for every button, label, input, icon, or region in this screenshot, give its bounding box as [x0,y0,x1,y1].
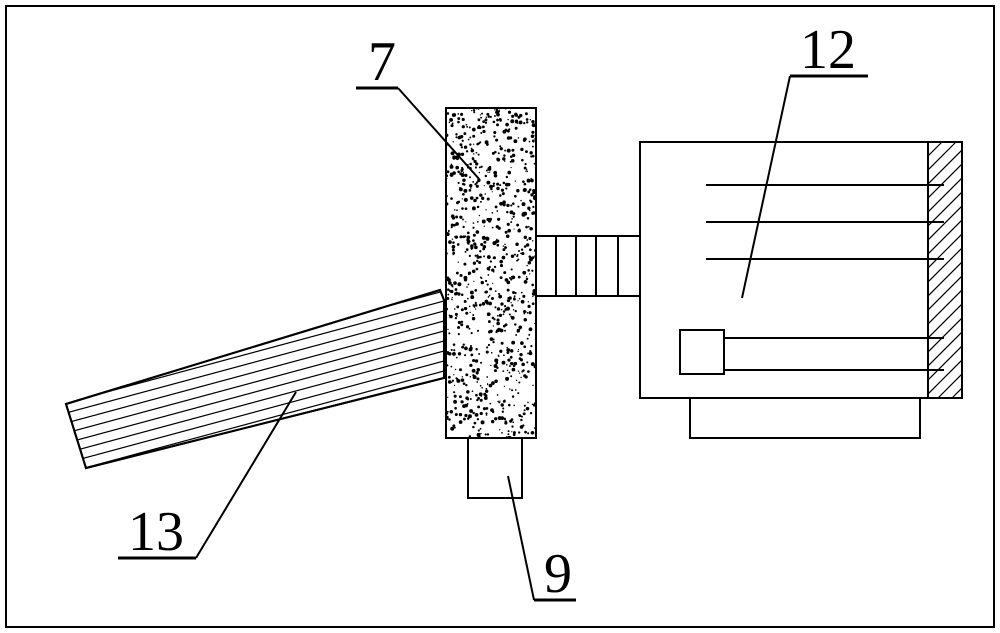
blade [40,0,470,510]
bottom-block [468,438,522,498]
coupling-body [536,236,640,296]
motor [640,142,1000,438]
coupling [536,236,640,296]
motor-base [690,398,920,438]
motor-small-rect [680,330,724,374]
label-text-9: 9 [544,543,572,605]
diagram-canvas: 7 12 13 9 [0,0,1000,633]
label-7: 7 [356,31,480,180]
label-text-13: 13 [128,501,184,563]
label-text-7: 7 [368,31,396,93]
label-text-12: 12 [800,19,856,81]
